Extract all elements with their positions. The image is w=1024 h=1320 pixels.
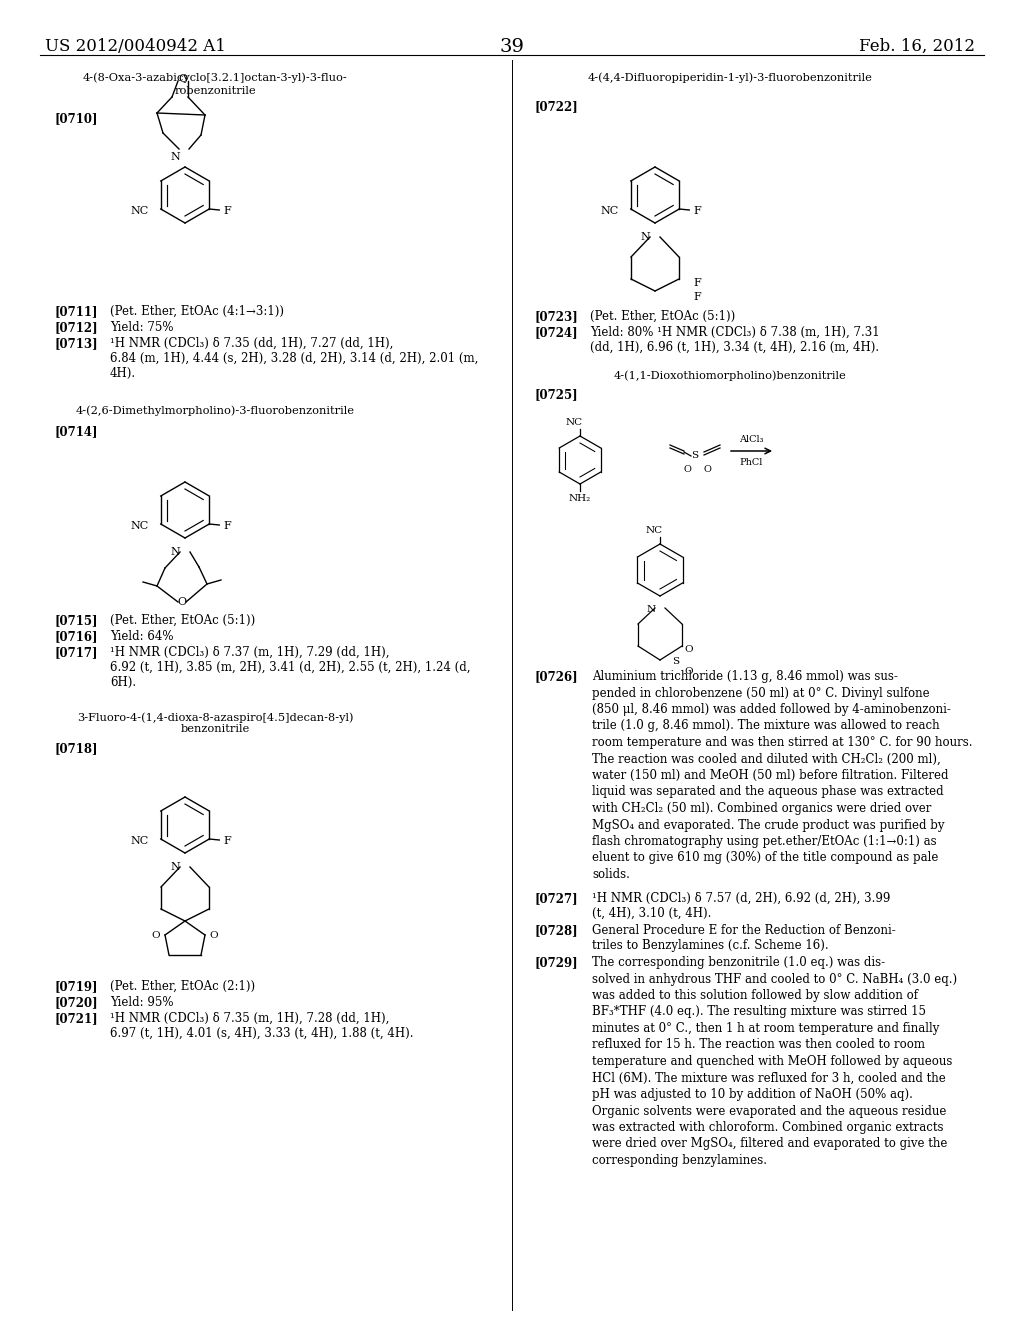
Text: F: F [693, 279, 700, 288]
Text: N: N [170, 546, 180, 557]
Text: [0724]: [0724] [535, 326, 579, 339]
Text: [0712]: [0712] [55, 321, 98, 334]
Text: O: O [684, 668, 692, 676]
Text: The corresponding benzonitrile (1.0 eq.) was dis-
solved in anhydrous THF and co: The corresponding benzonitrile (1.0 eq.)… [592, 956, 957, 1167]
Text: (Pet. Ether, EtOAc (5:1)): (Pet. Ether, EtOAc (5:1)) [110, 614, 255, 627]
Text: (Pet. Ether, EtOAc (5:1)): (Pet. Ether, EtOAc (5:1)) [590, 310, 735, 323]
Text: General Procedure E for the Reduction of Benzoni-
triles to Benzylamines (c.f. S: General Procedure E for the Reduction of… [592, 924, 896, 952]
Text: 3-Fluoro-4-(1,4-dioxa-8-azaspiro[4.5]decan-8-yl)
benzonitrile: 3-Fluoro-4-(1,4-dioxa-8-azaspiro[4.5]dec… [77, 711, 353, 734]
Text: [0722]: [0722] [535, 100, 579, 114]
Text: F: F [223, 836, 231, 846]
Text: [0716]: [0716] [55, 630, 98, 643]
Text: F: F [223, 521, 231, 531]
Text: Yield: 95%: Yield: 95% [110, 997, 173, 1008]
Text: NC: NC [645, 525, 663, 535]
Text: 4-(8-Oxa-3-azabicyclo[3.2.1]octan-3-yl)-3-fluo-
robenzonitrile: 4-(8-Oxa-3-azabicyclo[3.2.1]octan-3-yl)-… [83, 73, 347, 96]
Text: Yield: 75%: Yield: 75% [110, 321, 173, 334]
Text: F: F [693, 292, 700, 302]
Text: [0710]: [0710] [55, 112, 98, 125]
Text: US 2012/0040942 A1: US 2012/0040942 A1 [45, 38, 226, 55]
Text: N: N [640, 232, 650, 242]
Text: 4-(2,6-Dimethylmorpholino)-3-fluorobenzonitrile: 4-(2,6-Dimethylmorpholino)-3-fluorobenzo… [76, 405, 354, 416]
Text: [0726]: [0726] [535, 671, 579, 682]
Text: [0717]: [0717] [55, 645, 98, 659]
Text: [0723]: [0723] [535, 310, 579, 323]
Text: O: O [152, 931, 161, 940]
Text: [0718]: [0718] [55, 742, 98, 755]
Text: O: O [684, 645, 692, 655]
Text: ¹H NMR (CDCl₃) δ 7.35 (m, 1H), 7.28 (dd, 1H),
6.97 (t, 1H), 4.01 (s, 4H), 3.33 (: ¹H NMR (CDCl₃) δ 7.35 (m, 1H), 7.28 (dd,… [110, 1012, 414, 1040]
Text: (Pet. Ether, EtOAc (2:1)): (Pet. Ether, EtOAc (2:1)) [110, 979, 255, 993]
Text: [0719]: [0719] [55, 979, 98, 993]
Text: N: N [170, 152, 180, 162]
Text: S: S [672, 656, 679, 665]
Text: PhCl: PhCl [739, 458, 763, 467]
Text: O: O [703, 465, 711, 474]
Text: [0727]: [0727] [535, 892, 579, 906]
Text: N: N [170, 862, 180, 873]
Text: S: S [691, 450, 698, 459]
Text: NC: NC [565, 418, 583, 426]
Text: Aluminium trichloride (1.13 g, 8.46 mmol) was sus-
pended in chlorobenzene (50 m: Aluminium trichloride (1.13 g, 8.46 mmol… [592, 671, 973, 880]
Text: [0729]: [0729] [535, 956, 579, 969]
Text: N: N [646, 605, 655, 614]
Text: Feb. 16, 2012: Feb. 16, 2012 [859, 38, 975, 55]
Text: [0711]: [0711] [55, 305, 98, 318]
Text: NC: NC [130, 521, 148, 531]
Text: 4-(1,1-Dioxothiomorpholino)benzonitrile: 4-(1,1-Dioxothiomorpholino)benzonitrile [613, 370, 847, 380]
Text: AlCl₃: AlCl₃ [739, 436, 764, 444]
Text: [0713]: [0713] [55, 337, 98, 350]
Text: NC: NC [130, 836, 148, 846]
Text: (Pet. Ether, EtOAc (4:1→3:1)): (Pet. Ether, EtOAc (4:1→3:1)) [110, 305, 284, 318]
Text: ¹H NMR (CDCl₃) δ 7.57 (d, 2H), 6.92 (d, 2H), 3.99
(t, 4H), 3.10 (t, 4H).: ¹H NMR (CDCl₃) δ 7.57 (d, 2H), 6.92 (d, … [592, 892, 891, 920]
Text: O: O [178, 74, 187, 84]
Text: ¹H NMR (CDCl₃) δ 7.35 (dd, 1H), 7.27 (dd, 1H),
6.84 (m, 1H), 4.44 (s, 2H), 3.28 : ¹H NMR (CDCl₃) δ 7.35 (dd, 1H), 7.27 (dd… [110, 337, 478, 380]
Text: NC: NC [600, 206, 618, 216]
Text: NH₂: NH₂ [569, 494, 591, 503]
Text: O: O [684, 465, 692, 474]
Text: [0714]: [0714] [55, 425, 98, 438]
Text: 39: 39 [500, 38, 524, 55]
Text: F: F [223, 206, 231, 216]
Text: [0721]: [0721] [55, 1012, 98, 1026]
Text: F: F [693, 206, 701, 216]
Text: [0720]: [0720] [55, 997, 98, 1008]
Text: O: O [177, 597, 186, 607]
Text: Yield: 64%: Yield: 64% [110, 630, 173, 643]
Text: [0715]: [0715] [55, 614, 98, 627]
Text: 4-(4,4-Difluoropiperidin-1-yl)-3-fluorobenzonitrile: 4-(4,4-Difluoropiperidin-1-yl)-3-fluorob… [588, 73, 872, 83]
Text: ¹H NMR (CDCl₃) δ 7.37 (m, 1H), 7.29 (dd, 1H),
6.92 (t, 1H), 3.85 (m, 2H), 3.41 (: ¹H NMR (CDCl₃) δ 7.37 (m, 1H), 7.29 (dd,… [110, 645, 470, 689]
Text: [0728]: [0728] [535, 924, 579, 937]
Text: [0725]: [0725] [535, 388, 579, 401]
Text: Yield: 80% ¹H NMR (CDCl₃) δ 7.38 (m, 1H), 7.31
(dd, 1H), 6.96 (t, 1H), 3.34 (t, : Yield: 80% ¹H NMR (CDCl₃) δ 7.38 (m, 1H)… [590, 326, 880, 354]
Text: NC: NC [130, 206, 148, 216]
Text: O: O [210, 931, 218, 940]
